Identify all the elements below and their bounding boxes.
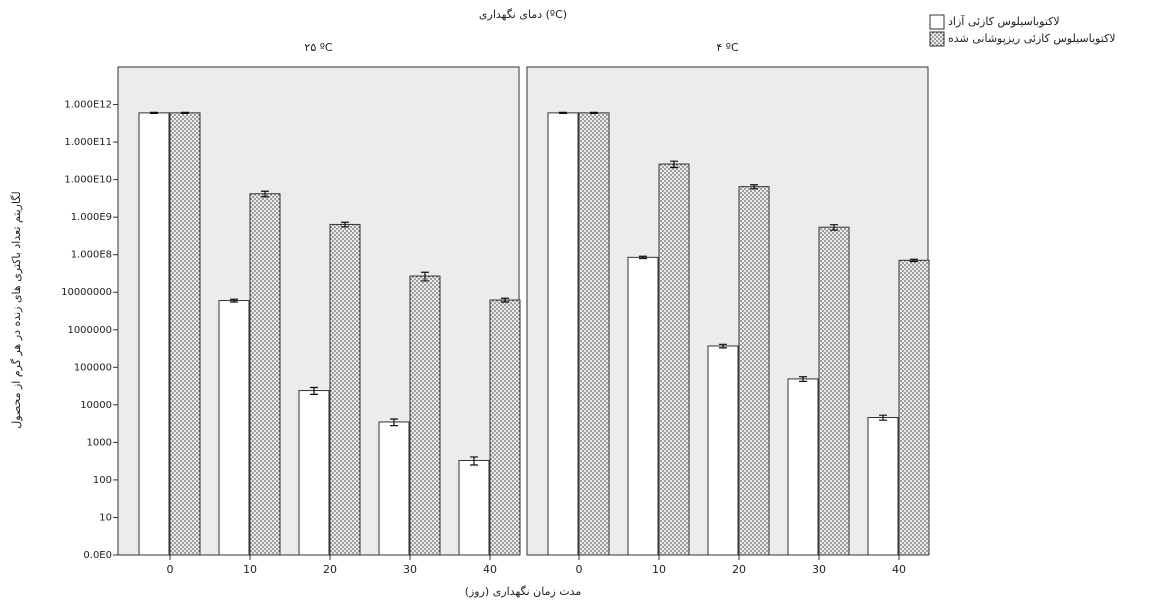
- x-tick-label: 40: [483, 563, 497, 576]
- x-tick-label: 30: [403, 563, 417, 576]
- error-bar: [590, 111, 598, 115]
- bar: [409, 275, 441, 556]
- y-tick-label: 10: [99, 512, 112, 523]
- x-axis-label: مدت زمان نگهداری (روز): [465, 585, 582, 598]
- x-tick-label: 0: [167, 563, 174, 576]
- error-bar: [799, 376, 807, 383]
- error-bar: [830, 224, 838, 231]
- y-tick-label: 1.000E8: [71, 250, 112, 261]
- error-bar: [261, 190, 269, 198]
- error-bar: [879, 414, 887, 421]
- bar: [658, 163, 690, 556]
- bar: [298, 390, 330, 556]
- bar: [818, 226, 850, 556]
- error-bar: [501, 297, 509, 303]
- chart-title: دمای نگهداری (ºC): [479, 8, 567, 21]
- error-bar: [639, 255, 647, 260]
- bar: [738, 186, 770, 556]
- bar: [378, 421, 410, 556]
- y-tick-label: 10000000: [61, 287, 112, 298]
- bar: [489, 299, 521, 556]
- legend-swatch: [929, 14, 945, 30]
- error-bar: [341, 221, 349, 228]
- error-bar: [559, 111, 567, 115]
- bar: [707, 345, 739, 556]
- bar: [458, 459, 490, 556]
- y-tick-label: 0.0E0: [83, 550, 112, 561]
- bar: [329, 223, 361, 556]
- bar: [169, 112, 201, 556]
- y-tick-label: 100: [93, 475, 112, 486]
- y-tick-label: 10000: [80, 400, 112, 411]
- y-tick-label: 1.000E10: [64, 175, 112, 186]
- error-bar: [230, 298, 238, 303]
- error-bar: [670, 160, 678, 169]
- bar: [547, 112, 579, 556]
- bar: [249, 193, 281, 556]
- error-bar: [719, 343, 727, 349]
- bar: [138, 112, 170, 556]
- bar: [898, 259, 930, 556]
- x-tick-label: 30: [812, 563, 826, 576]
- y-axis-label: لگاریتم تعداد باکتری های زنده در هر گرم …: [10, 191, 23, 428]
- y-tick-label: 1.000E9: [71, 212, 112, 223]
- error-bar: [421, 271, 429, 282]
- bar: [627, 256, 659, 556]
- y-tick-label: 1000000: [67, 325, 112, 336]
- x-tick-label: 10: [243, 563, 257, 576]
- y-tick-label: 1000: [87, 437, 112, 448]
- x-tick-label: 20: [323, 563, 337, 576]
- panel-title: ۴ ºC: [716, 41, 739, 54]
- y-tick-label: 1.000E11: [64, 137, 112, 148]
- x-tick-label: 40: [892, 563, 906, 576]
- panel-title: ۲۵ ºC: [304, 41, 332, 54]
- y-tick-label: 100000: [74, 362, 112, 373]
- legend-label: لاکتوباسیلوس کازئی آزاد: [948, 14, 1060, 28]
- error-bar: [150, 111, 158, 115]
- legend-swatch: [929, 31, 945, 47]
- bar: [578, 112, 610, 556]
- error-bar: [310, 386, 318, 395]
- bar: [867, 417, 899, 556]
- x-tick-label: 20: [732, 563, 746, 576]
- error-bar: [181, 111, 189, 115]
- error-bar: [910, 258, 918, 263]
- x-tick-label: 10: [652, 563, 666, 576]
- error-bar: [470, 456, 478, 466]
- bar: [787, 378, 819, 556]
- legend-label: لاکتوباسیلوس کازئی ریزپوشانی شده: [948, 32, 1116, 45]
- x-tick-label: 0: [576, 563, 583, 576]
- error-bar: [390, 418, 398, 427]
- error-bar: [750, 184, 758, 190]
- y-tick-label: 1.000E12: [64, 100, 112, 111]
- bar: [218, 300, 250, 556]
